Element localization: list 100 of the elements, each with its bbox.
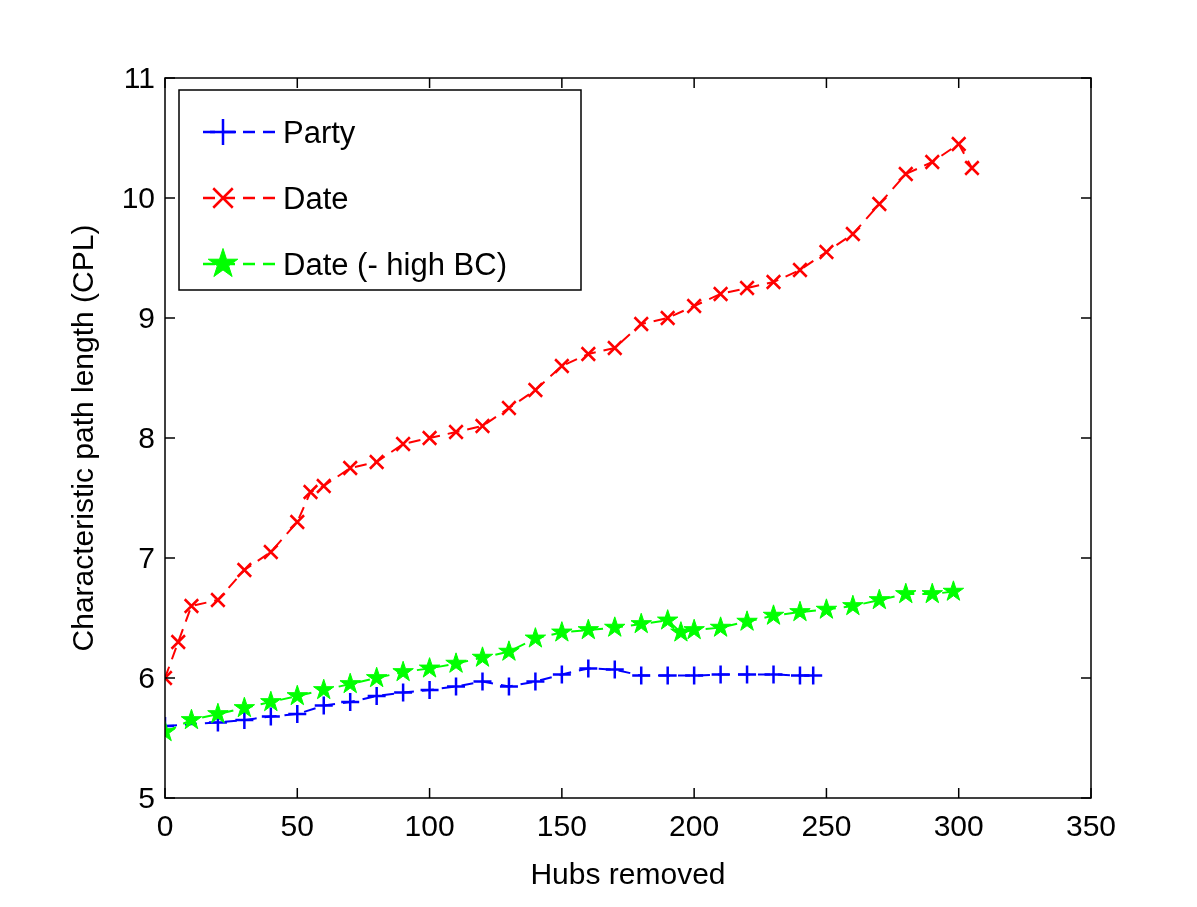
point: [656, 609, 679, 630]
point: [802, 665, 824, 686]
point: [551, 621, 573, 642]
point: [763, 664, 784, 685]
point: [844, 226, 861, 242]
point: [736, 664, 758, 685]
point: [963, 160, 980, 176]
point: [578, 658, 599, 679]
point: [313, 678, 335, 700]
point: [170, 634, 187, 650]
x-axis-title: Hubs removed: [530, 857, 726, 890]
point: [765, 274, 782, 290]
point: [551, 664, 573, 685]
y-tick-label: 8: [138, 421, 155, 454]
point: [315, 478, 332, 494]
y-tick-label: 6: [138, 661, 155, 694]
point: [739, 280, 756, 296]
point: [657, 665, 678, 686]
y-tick-label: 5: [138, 781, 155, 814]
x-tick-label: 50: [280, 809, 314, 842]
point: [524, 627, 547, 648]
point: [577, 618, 600, 640]
point: [236, 562, 253, 578]
point: [472, 671, 493, 692]
point: [262, 544, 279, 560]
point: [445, 676, 467, 697]
point: [815, 598, 838, 619]
point: [421, 430, 438, 446]
point: [233, 696, 256, 718]
point: [606, 340, 623, 356]
point: [712, 286, 729, 302]
x-tick-label: 0: [156, 809, 174, 842]
point: [207, 702, 229, 724]
point: [183, 598, 200, 614]
point: [897, 166, 914, 182]
point: [868, 588, 891, 610]
point: [525, 671, 546, 692]
point: [498, 676, 520, 697]
point: [842, 594, 864, 616]
point: [710, 664, 731, 685]
point: [260, 706, 282, 727]
point: [924, 154, 941, 170]
point: [527, 382, 544, 398]
point: [365, 666, 388, 688]
y-tick-label: 9: [138, 301, 155, 334]
point: [791, 262, 808, 278]
point: [287, 703, 308, 725]
point: [180, 708, 203, 730]
legend-label: Date: [283, 181, 349, 216]
point: [445, 652, 467, 673]
point: [709, 616, 732, 637]
point: [686, 298, 703, 314]
point: [313, 695, 334, 716]
point: [604, 616, 626, 637]
point: [762, 604, 785, 625]
point: [339, 672, 361, 694]
point: [659, 310, 676, 326]
point: [500, 400, 517, 416]
point: [683, 618, 705, 640]
point: [789, 600, 811, 622]
point: [670, 621, 692, 642]
point: [209, 592, 226, 608]
point: [286, 684, 308, 706]
point: [418, 657, 441, 678]
x-tick-label: 150: [536, 809, 587, 842]
point: [368, 454, 385, 470]
point: [553, 358, 570, 374]
y-tick-label: 7: [138, 541, 155, 574]
point: [471, 646, 494, 667]
point: [950, 136, 967, 152]
point: [289, 514, 306, 530]
point: [604, 659, 626, 680]
x-tick-label: 200: [669, 809, 720, 842]
y-tick-label: 11: [123, 61, 155, 94]
point: [392, 682, 414, 703]
point: [448, 424, 465, 440]
point: [871, 196, 888, 212]
point: [260, 690, 282, 712]
point: [921, 582, 943, 604]
point: [395, 436, 412, 452]
point: [366, 685, 387, 707]
point: [818, 244, 835, 260]
y-tick-label: 10: [121, 181, 155, 214]
point: [419, 679, 440, 701]
point: [392, 660, 414, 682]
legend-label: Date (- high BC): [283, 247, 507, 282]
point: [942, 580, 965, 601]
point: [498, 640, 520, 661]
legend-label: Party: [283, 115, 356, 150]
point: [630, 612, 652, 634]
point: [580, 346, 597, 362]
point: [474, 418, 491, 434]
x-tick-label: 350: [1065, 809, 1117, 842]
x-tick-label: 300: [933, 809, 984, 842]
x-tick-label: 250: [801, 809, 852, 842]
y-axis-title: Characteristic path length (CPL): [66, 224, 99, 652]
point: [895, 582, 917, 604]
point: [683, 665, 705, 686]
point: [339, 691, 361, 713]
point: [633, 316, 650, 332]
